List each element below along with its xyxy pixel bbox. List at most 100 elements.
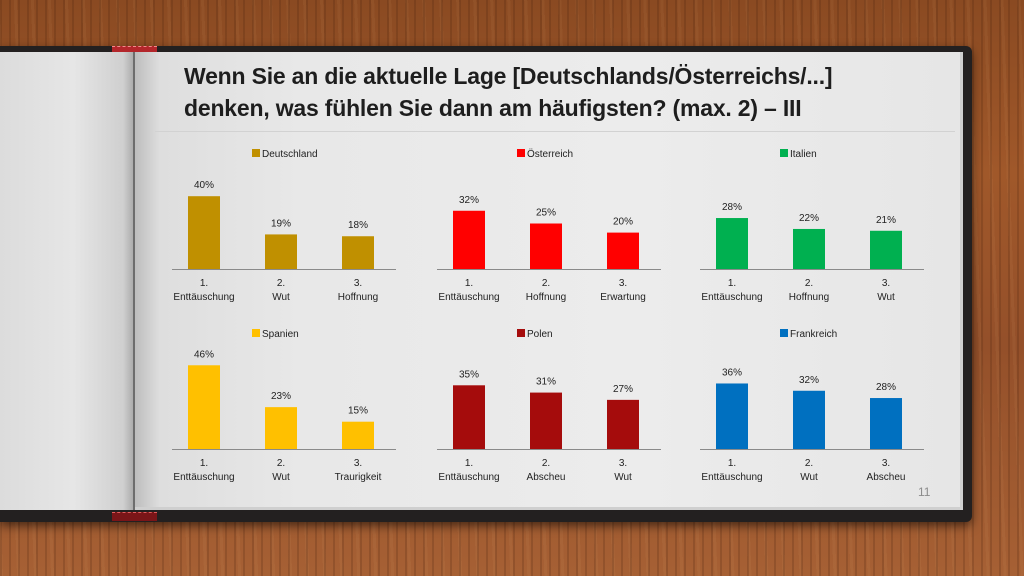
category-label-name: Enttäuschung	[438, 292, 499, 303]
bar	[530, 392, 562, 449]
data-label: 40%	[194, 180, 214, 191]
data-label: 20%	[613, 217, 633, 228]
category-label-rank: 3.	[882, 458, 890, 469]
bar	[453, 385, 485, 449]
book-spine	[133, 52, 135, 510]
category-label-rank: 3.	[619, 278, 627, 289]
bookmark-ribbon-bottom	[112, 512, 157, 521]
chart-spanien: Spanien 46% 1. Enttäuschung 23% 2. Wut 15% 3. Tra…	[160, 320, 400, 495]
category-label-name: Wut	[272, 292, 290, 303]
category-label-rank: 3.	[354, 278, 362, 289]
category-label-name: Abscheu	[527, 472, 566, 483]
bar	[265, 407, 297, 449]
category-label-name: Hoffnung	[338, 292, 378, 303]
legend-swatch	[252, 329, 260, 337]
bar	[607, 232, 639, 269]
data-label: 36%	[722, 367, 742, 378]
category-label-name: Wut	[614, 472, 632, 483]
bar	[793, 228, 825, 269]
data-label: 22%	[799, 213, 819, 224]
data-label: 46%	[194, 349, 214, 360]
legend-swatch	[517, 329, 525, 337]
category-label-rank: 1.	[200, 458, 208, 469]
category-label-rank: 1.	[728, 278, 736, 289]
data-label: 18%	[348, 220, 368, 231]
category-label-rank: 3.	[354, 458, 362, 469]
chart-svg: Deutschland 40% 1. Enttäuschung 19% 2. Wut 18% 3…	[172, 149, 396, 303]
chart-deutschland: Deutschland 40% 1. Enttäuschung 19% 2. Wut 18% 3…	[160, 140, 400, 315]
bar	[188, 196, 220, 269]
bar	[265, 234, 297, 269]
title-line-1: Wenn Sie an die aktuelle Lage [Deutschla…	[184, 63, 833, 89]
category-label-rank: 1.	[728, 458, 736, 469]
legend-swatch	[780, 149, 788, 157]
data-label: 25%	[536, 208, 556, 219]
chart-svg: Österreich 32% 1. Enttäuschung 25% 2. Hoffnung…	[437, 148, 661, 303]
bar	[793, 390, 825, 449]
bar	[342, 236, 374, 269]
data-label: 28%	[876, 382, 896, 393]
category-label-name: Abscheu	[867, 472, 906, 483]
legend-swatch	[252, 149, 260, 157]
bar	[716, 218, 748, 269]
category-label-name: Wut	[877, 292, 895, 303]
legend: Polen	[517, 329, 553, 340]
category-label-rank: 2.	[805, 278, 813, 289]
category-label-rank: 3.	[619, 458, 627, 469]
bar	[188, 365, 220, 449]
category-label-name: Wut	[272, 472, 290, 483]
category-label-rank: 2.	[277, 278, 285, 289]
data-label: 35%	[459, 369, 479, 380]
legend: Deutschland	[252, 149, 318, 160]
category-label-rank: 2.	[542, 278, 550, 289]
page-number: 11	[918, 485, 931, 499]
category-label-name: Traurigkeit	[335, 472, 382, 483]
chart-italien: Italien 28% 1. Enttäuschung 22% 2. Hoffnung 21%…	[688, 140, 928, 315]
legend: Österreich	[517, 148, 573, 160]
data-label: 32%	[459, 195, 479, 206]
legend-label: Italien	[790, 149, 817, 160]
legend: Frankreich	[780, 329, 837, 340]
data-label: 15%	[348, 406, 368, 417]
bookmark-ribbon-top	[112, 46, 157, 53]
legend-swatch	[517, 149, 525, 157]
data-label: 32%	[799, 375, 819, 386]
category-label-rank: 1.	[465, 458, 473, 469]
category-label-name: Enttäuschung	[438, 472, 499, 483]
data-label: 23%	[271, 391, 291, 402]
data-label: 31%	[536, 377, 556, 388]
legend-label: Spanien	[262, 329, 299, 340]
slide-title: Wenn Sie an die aktuelle Lage [Deutschla…	[184, 60, 944, 124]
category-label-name: Enttäuschung	[173, 472, 234, 483]
bar	[342, 421, 374, 449]
bar	[870, 230, 902, 269]
legend-swatch	[780, 329, 788, 337]
category-label-rank: 2.	[277, 458, 285, 469]
chart-svg: Frankreich 36% 1. Enttäuschung 32% 2. Wut 28% 3.…	[700, 329, 924, 483]
category-label-rank: 3.	[882, 278, 890, 289]
legend-label: Polen	[527, 329, 553, 340]
left-page	[0, 52, 134, 510]
legend-label: Deutschland	[262, 149, 318, 160]
data-label: 27%	[613, 384, 633, 395]
category-label-name: Enttäuschung	[173, 292, 234, 303]
category-label-rank: 2.	[542, 458, 550, 469]
category-label-name: Hoffnung	[789, 292, 829, 303]
category-label-rank: 1.	[465, 278, 473, 289]
category-label-rank: 1.	[200, 278, 208, 289]
legend-label: Frankreich	[790, 329, 837, 340]
title-divider	[155, 131, 955, 132]
bar	[453, 210, 485, 269]
chart-svg: Italien 28% 1. Enttäuschung 22% 2. Hoffnung 21%…	[700, 149, 924, 303]
legend: Spanien	[252, 329, 299, 340]
category-label-name: Enttäuschung	[701, 472, 762, 483]
category-label-name: Erwartung	[600, 292, 646, 303]
chart-oesterreich: Österreich 32% 1. Enttäuschung 25% 2. Hoffnung…	[425, 140, 665, 315]
data-label: 21%	[876, 215, 896, 226]
chart-svg: Spanien 46% 1. Enttäuschung 23% 2. Wut 15% 3. Tra…	[172, 329, 396, 483]
legend: Italien	[780, 149, 817, 160]
data-label: 28%	[722, 202, 742, 213]
title-line-2: denken, was fühlen Sie dann am häufigste…	[184, 95, 802, 121]
chart-polen: Polen 35% 1. Enttäuschung 31% 2. Abscheu 27% 3. W…	[425, 320, 665, 495]
legend-label: Österreich	[527, 148, 573, 160]
